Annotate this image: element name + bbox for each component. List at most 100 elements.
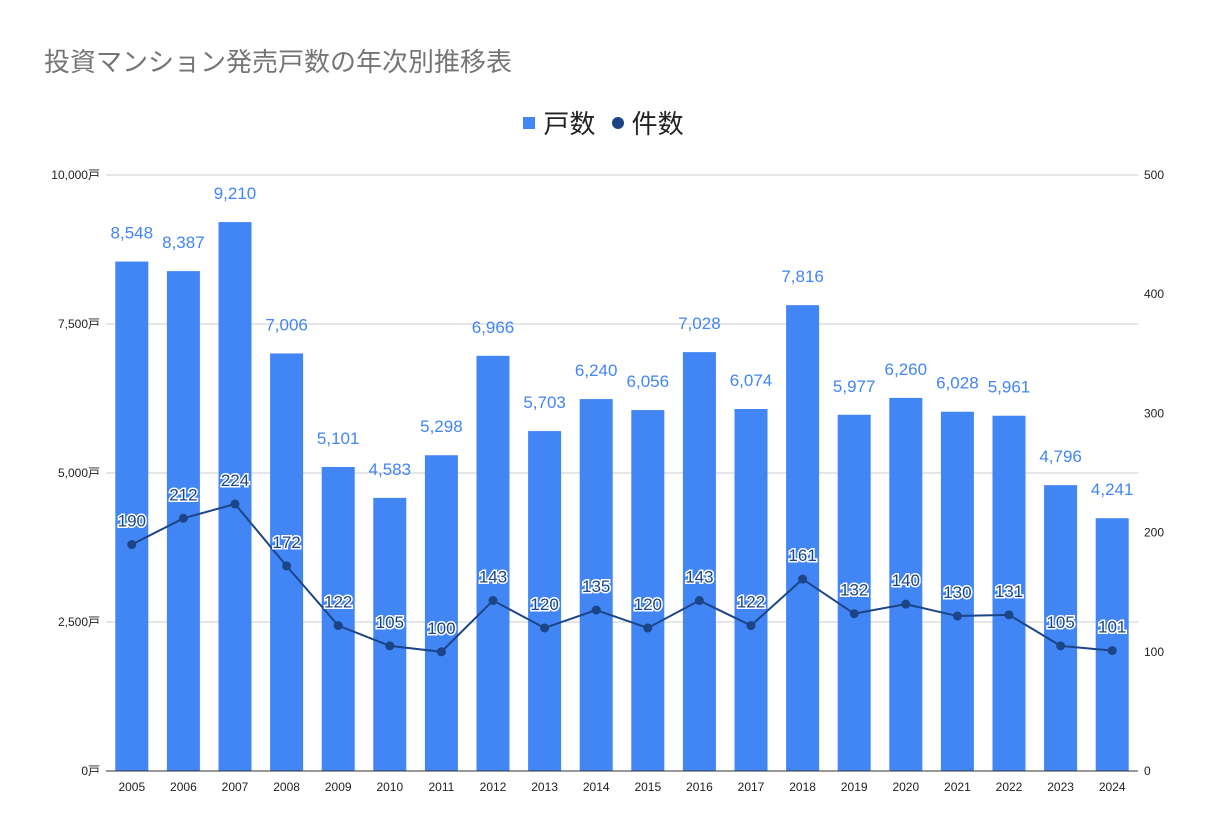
line-point xyxy=(436,647,446,657)
line-data-label: 122 xyxy=(324,593,352,612)
x-axis-tick-label: 2017 xyxy=(738,780,765,794)
line-point xyxy=(178,513,188,523)
right-axis-tick-label: 300 xyxy=(1144,406,1164,420)
bar xyxy=(115,261,149,771)
bar xyxy=(373,497,407,771)
bar xyxy=(528,431,562,771)
bar-data-label: 8,548 xyxy=(111,224,154,243)
bar-data-label: 9,210 xyxy=(214,184,257,203)
left-axis-tick-label: 7,500戸 xyxy=(58,317,100,331)
x-axis-tick-label: 2018 xyxy=(789,780,816,794)
line-point xyxy=(127,540,137,550)
x-axis-tick-label: 2012 xyxy=(480,780,507,794)
x-axis-tick-label: 2021 xyxy=(944,780,971,794)
bar xyxy=(579,399,613,771)
line-point xyxy=(1056,641,1066,651)
left-axis-tick-label: 0戸 xyxy=(81,764,100,778)
bar-data-label: 5,977 xyxy=(833,377,876,396)
line-point xyxy=(643,623,653,633)
bar xyxy=(476,355,510,771)
right-axis-tick-label: 500 xyxy=(1144,168,1164,182)
legend-swatch-square-icon xyxy=(523,116,536,129)
bar xyxy=(1095,518,1129,771)
x-axis-tick-label: 2023 xyxy=(1047,780,1074,794)
line-point xyxy=(849,609,859,619)
bar xyxy=(889,397,923,771)
x-axis-tick-label: 2006 xyxy=(170,780,197,794)
bar xyxy=(837,414,871,771)
line-data-label: 135 xyxy=(582,577,610,596)
x-axis-tick-label: 2022 xyxy=(996,780,1023,794)
line-data-label: 100 xyxy=(427,619,455,638)
x-axis-tick-label: 2011 xyxy=(428,780,454,794)
bar-data-label: 8,387 xyxy=(162,233,205,252)
left-axis-tick-label: 5,000戸 xyxy=(58,466,100,480)
legend-label: 戸数 xyxy=(543,110,596,140)
line-point xyxy=(1004,610,1014,620)
left-axis-tick-label: 10,000戸 xyxy=(51,168,100,182)
line-point xyxy=(901,599,911,609)
bar xyxy=(786,305,820,771)
right-axis-tick-label: 0 xyxy=(1144,764,1151,778)
bar xyxy=(321,466,355,771)
bar xyxy=(631,410,665,771)
line-data-label: 132 xyxy=(840,581,868,600)
line-data-label: 105 xyxy=(376,613,404,632)
line-point xyxy=(333,621,343,631)
line-point xyxy=(282,561,292,571)
right-axis-tick-label: 400 xyxy=(1144,287,1164,301)
line-data-label: 120 xyxy=(530,595,558,614)
line-data-label: 212 xyxy=(169,485,197,504)
bar-data-label: 5,101 xyxy=(317,429,360,448)
bar-data-label: 6,074 xyxy=(730,371,773,390)
bar-data-label: 4,796 xyxy=(1039,447,1082,466)
right-axis-tick-label: 100 xyxy=(1144,645,1164,659)
bar-data-label: 5,298 xyxy=(420,417,463,436)
line-data-label: 122 xyxy=(737,593,765,612)
line-data-label: 161 xyxy=(788,546,816,565)
bar-data-label: 7,006 xyxy=(265,315,308,334)
line-point xyxy=(488,596,498,606)
line-point xyxy=(798,574,808,584)
line-data-label: 105 xyxy=(1046,613,1074,632)
line-point xyxy=(385,641,395,651)
x-axis-tick-label: 2008 xyxy=(273,780,300,794)
bar xyxy=(218,222,252,772)
bar-data-label: 6,240 xyxy=(575,361,618,380)
line-point xyxy=(540,623,550,633)
bar-data-label: 7,028 xyxy=(678,314,721,333)
bar-data-label: 4,583 xyxy=(369,460,412,479)
x-axis-tick-label: 2010 xyxy=(376,780,403,794)
right-axis-tick-label: 200 xyxy=(1144,526,1164,540)
line-point xyxy=(591,605,601,615)
line-data-label: 101 xyxy=(1098,618,1126,637)
bar-data-label: 6,028 xyxy=(936,374,979,393)
left-axis-tick-label: 2,500戸 xyxy=(58,615,100,629)
bar-data-label: 4,241 xyxy=(1091,480,1134,499)
bar xyxy=(734,408,768,771)
legend-label: 件数 xyxy=(631,110,684,140)
bar-data-label: 5,703 xyxy=(523,393,566,412)
line-data-label: 130 xyxy=(943,583,971,602)
bar xyxy=(682,352,716,771)
bar-data-label: 7,816 xyxy=(781,267,824,286)
legend-item-line: 件数 xyxy=(611,104,684,141)
bar-data-label: 6,056 xyxy=(627,372,670,391)
x-axis-tick-label: 2005 xyxy=(118,780,145,794)
line-data-label: 120 xyxy=(634,595,662,614)
bar xyxy=(1044,485,1078,771)
bar-data-label: 6,260 xyxy=(885,360,928,379)
x-axis-tick-label: 2013 xyxy=(531,780,558,794)
bar-data-label: 5,961 xyxy=(988,378,1031,397)
x-axis-tick-label: 2015 xyxy=(634,780,661,794)
line-point xyxy=(694,596,704,606)
bar xyxy=(992,415,1026,771)
x-axis-tick-label: 2014 xyxy=(583,780,610,794)
bar xyxy=(940,411,974,771)
line-data-label: 143 xyxy=(685,568,713,587)
x-axis-tick-label: 2009 xyxy=(325,780,352,794)
line-point xyxy=(952,611,962,621)
line-data-label: 140 xyxy=(892,571,920,590)
line-data-label: 190 xyxy=(118,512,146,531)
x-axis-tick-label: 2020 xyxy=(892,780,919,794)
